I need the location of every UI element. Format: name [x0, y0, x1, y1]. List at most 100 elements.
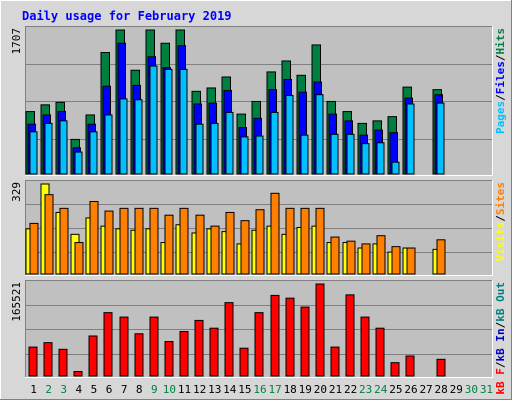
x-tick-labels: 1 2 3 4 5 6 7 8 9 10 11 12 13 14 15 16 17 18 19 20 21 22 23 24 2… — [30, 383, 493, 396]
legend-entry: Sites — [494, 182, 507, 215]
x-tick-label: 24 — [374, 383, 388, 396]
bar-pages — [29, 131, 38, 175]
panel-max-label: 329 — [10, 182, 23, 202]
legend-entry: Files — [494, 61, 507, 94]
bar-sites — [376, 235, 386, 275]
panels-layer: 1707Pages/Files/Hits329Visits/Sites16552… — [10, 26, 507, 395]
panel-max-label: 165521 — [10, 282, 23, 322]
panel-legend: Visits/Sites — [494, 182, 507, 262]
legend-entry: / — [494, 54, 507, 61]
bar-sites — [164, 214, 174, 275]
bar-pages — [74, 151, 83, 175]
bar-kb_f — [103, 312, 113, 377]
x-tick-label: 8 — [136, 383, 143, 396]
bar-pages — [195, 123, 204, 175]
bar-kb_f — [119, 316, 129, 377]
bar-sites — [346, 240, 356, 275]
bar-kb_f — [345, 294, 355, 377]
bar-sites — [225, 211, 235, 275]
x-tick-label: 4 — [76, 383, 83, 396]
bar-pages — [44, 122, 53, 175]
bar-kb_f — [73, 371, 83, 377]
x-tick-label: 12 — [193, 383, 206, 396]
legend-entry: / — [494, 94, 507, 101]
x-tick-label: 17 — [268, 383, 281, 396]
legend-entry: Hits — [494, 28, 507, 55]
x-tick-label: 6 — [106, 383, 113, 396]
bar-pages — [119, 98, 128, 175]
bar-sites — [210, 225, 220, 275]
bar-kb_f — [405, 355, 415, 377]
x-tick-label: 19 — [299, 383, 312, 396]
bar-pages — [104, 114, 113, 175]
bar-sites — [134, 207, 144, 275]
legend-entry: / — [494, 321, 507, 328]
bar-sites — [29, 222, 39, 275]
bar-pages — [179, 68, 188, 175]
x-tick-label: 16 — [253, 383, 266, 396]
x-tick-label: 7 — [121, 383, 128, 396]
x-tick-label: 2 — [45, 383, 52, 396]
bar-sites — [361, 243, 371, 275]
bar-pages — [134, 99, 143, 175]
bar-sites — [240, 220, 250, 275]
chart-title: Daily usage for February 2019 — [22, 9, 232, 23]
bar-kb_f — [436, 358, 446, 377]
bar-sites — [59, 207, 69, 275]
bar-kb_f — [390, 362, 400, 377]
x-tick-label: 29 — [450, 383, 463, 396]
x-tick-label: 23 — [359, 383, 372, 396]
bar-kb_f — [285, 297, 295, 377]
bar-pages — [149, 65, 158, 175]
x-tick-label: 26 — [404, 383, 417, 396]
legend-entry: kB In — [494, 328, 507, 361]
series-kb_f — [28, 283, 446, 377]
bar-kb_f — [375, 327, 385, 377]
x-tick-label: 31 — [480, 383, 493, 396]
bar-kb_f — [28, 346, 38, 377]
bar-kb_f — [194, 319, 204, 377]
bar-kb_f — [224, 302, 234, 377]
x-tick-label: 11 — [178, 383, 191, 396]
x-tick-label: 14 — [223, 383, 237, 396]
legend-entry: kB F — [494, 368, 507, 395]
series-pages — [29, 65, 445, 175]
bar-kb_f — [43, 342, 53, 377]
panel-max-label: 1707 — [10, 28, 23, 55]
bar-pages — [330, 133, 339, 175]
bar-sites — [315, 207, 325, 275]
x-tick-label: 5 — [91, 383, 98, 396]
bar-pages — [315, 94, 324, 175]
x-tick-label: 25 — [389, 383, 402, 396]
bar-sites — [44, 194, 54, 275]
bar-kb_f — [134, 333, 144, 377]
bar-pages — [240, 136, 249, 175]
bar-kb_f — [300, 306, 310, 377]
bar-kb_f — [239, 347, 249, 377]
bar-sites — [195, 214, 205, 275]
bar-pages — [300, 134, 309, 175]
legend-entry: kB Out — [494, 282, 507, 322]
bar-kb_f — [330, 346, 340, 377]
bar-kb_f — [209, 327, 219, 377]
panel-legend: Pages/Files/Hits — [494, 28, 507, 134]
x-tick-label: 9 — [151, 383, 158, 396]
bar-sites — [104, 210, 114, 275]
bar-pages — [406, 103, 415, 175]
x-tick-label: 13 — [208, 383, 221, 396]
legend-entry: / — [494, 361, 507, 368]
legend-entry: Pages — [494, 101, 507, 134]
x-tick-label: 10 — [163, 383, 176, 396]
bar-sites — [285, 207, 295, 275]
bar-kb_f — [270, 294, 280, 377]
bar-sites — [149, 207, 159, 275]
x-tick-label: 1 — [30, 383, 37, 396]
x-tick-label: 27 — [419, 383, 432, 396]
bar-pages — [270, 111, 279, 175]
series-sites — [29, 192, 446, 275]
x-tick-label: 28 — [435, 383, 448, 396]
bar-pages — [59, 120, 68, 175]
